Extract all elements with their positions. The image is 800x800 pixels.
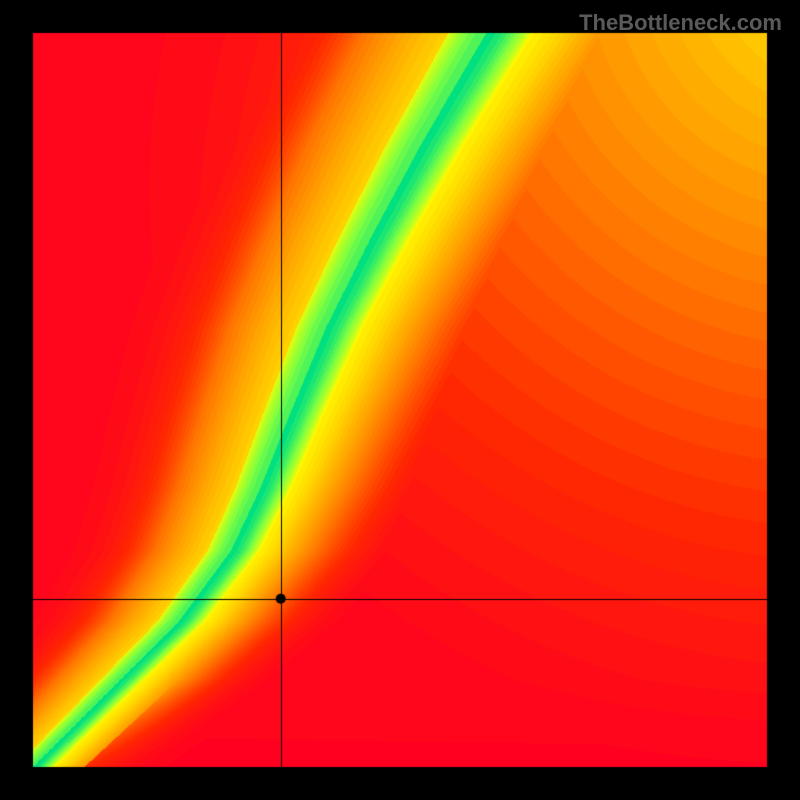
heatmap-canvas (0, 0, 800, 800)
chart-container: TheBottleneck.com (0, 0, 800, 800)
watermark-text: TheBottleneck.com (579, 10, 782, 36)
